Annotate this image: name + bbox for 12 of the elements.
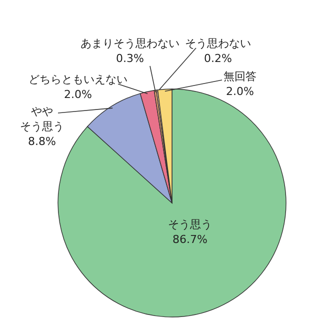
slice-label: そう思わない [185,37,251,50]
slice-label: ややそう思う [20,105,64,133]
slice-label: 無回答 [224,70,256,83]
data-label: 2.0% [64,88,92,101]
data-label: 0.2% [204,52,232,65]
data-label: 8.8% [28,135,56,148]
slice-label: そう思う [168,218,212,231]
data-label: 0.3% [116,52,144,65]
data-label: 86.7% [172,233,208,246]
slice-label: あまりそう思わない [80,37,180,50]
data-label: 2.0% [226,85,254,98]
slice-label: どちらともいえない [28,73,128,86]
